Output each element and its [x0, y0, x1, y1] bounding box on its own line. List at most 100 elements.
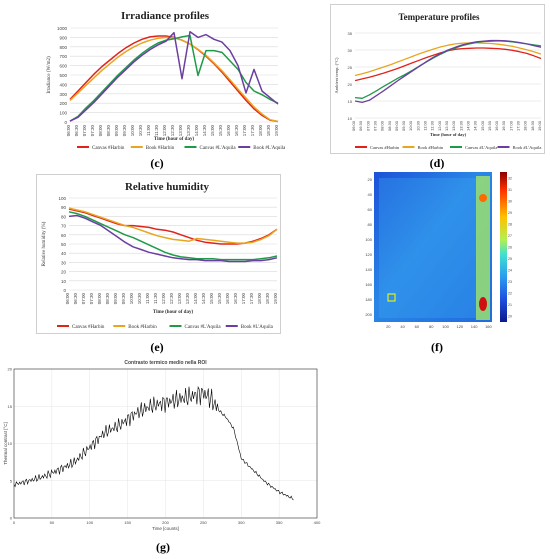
- x-tick-label: 11:00: [145, 293, 150, 304]
- x-tick-label: 12:30: [444, 120, 449, 131]
- x-tick-label: 07:30: [89, 293, 94, 305]
- x-tick-label: 10:00: [129, 293, 134, 305]
- x-tick-label: 40: [400, 324, 405, 329]
- x-tick-label: 14:00: [465, 120, 470, 131]
- y-tick-label: 30: [61, 260, 67, 265]
- y-tick-label: 15: [348, 99, 353, 104]
- x-axis-label: Time (hour of day): [153, 310, 194, 315]
- temperature-chart-panel: Temperature profiles 10 15 20 25 30 35 06:00 06:…: [330, 4, 545, 154]
- x-tick-label: 11:30: [430, 120, 435, 130]
- x-tick-label: 18:00: [258, 125, 263, 137]
- x-tick-label: 18:00: [523, 120, 528, 131]
- x-tick-label: 10:30: [415, 120, 420, 131]
- x-tick-label: 14:30: [473, 120, 478, 131]
- x-tick-label: 50: [50, 520, 55, 525]
- x-tick-label: 07:00: [365, 120, 370, 131]
- x-tick-label: 12:30: [170, 125, 175, 137]
- x-tick-label: 14:00: [194, 125, 199, 137]
- caption-c: (c): [150, 156, 164, 170]
- y-tick-label: 40: [368, 192, 373, 197]
- x-tick-label: 250: [200, 520, 207, 525]
- y-tick-label: 200: [365, 312, 372, 317]
- x-tick-label: 06:30: [73, 293, 78, 305]
- x-tick-label: 17:00: [242, 125, 247, 137]
- y-tick-label: 80: [368, 222, 373, 227]
- x-tick-label: 200: [162, 520, 169, 525]
- y-tick-label: 600: [59, 64, 67, 69]
- x-tick-label: 300: [238, 520, 245, 525]
- x-tick-label: 11:00: [423, 120, 428, 130]
- y-tick-label: 100: [58, 196, 66, 201]
- y-tick-label: 20: [348, 82, 353, 87]
- x-tick-label: 16:30: [234, 125, 239, 137]
- x-tick-label: 07:00: [82, 125, 87, 137]
- x-tick-label: 13:30: [185, 293, 190, 305]
- y-tick-label: 25: [348, 65, 353, 70]
- x-tick-label: 06:00: [351, 120, 356, 131]
- legend-label-0: Canvas #Harbin: [72, 325, 105, 330]
- y-tick-label: 60: [61, 233, 67, 238]
- x-tick-label: 18:00: [257, 293, 262, 305]
- x-tick-label: 18:30: [530, 120, 535, 131]
- chart-title: Contrasto termico medio nella ROI: [124, 360, 207, 366]
- y-tick-label: 500: [59, 73, 67, 78]
- y-tick-label: 40: [61, 251, 67, 256]
- series-line-0: [13, 386, 294, 501]
- heatmap-image: [374, 172, 492, 322]
- legend-label-1: Book #Harbin: [146, 146, 175, 151]
- x-tick-label: 09:00: [113, 293, 118, 305]
- x-tick-label: 17:30: [250, 125, 255, 137]
- series-line-3: [69, 31, 279, 122]
- y-tick-label: 140: [365, 267, 372, 272]
- colorbar: [500, 172, 507, 322]
- colorbar-tick-label: 21: [508, 303, 512, 307]
- x-tick-label: 15:00: [210, 125, 215, 137]
- y-tick-label: 120: [365, 252, 372, 257]
- y-tick-label: 100: [365, 237, 372, 242]
- caption-g: (g): [156, 540, 170, 554]
- thermal-contrast-chart: Contrasto termico medio nella ROI 0 5 10 15 2…: [3, 360, 321, 531]
- colorbar-tick-label: 32: [508, 177, 512, 181]
- legend-label-0: Canvas #Harbin: [92, 146, 125, 151]
- x-tick-label: 13:00: [451, 120, 456, 131]
- x-tick-label: 19:00: [537, 120, 542, 131]
- y-axis-label: Thermal contrast [°C]: [3, 422, 8, 465]
- x-axis-label: Time (hour of day): [154, 137, 195, 142]
- series-line-0: [354, 47, 542, 82]
- x-tick-label: 06:30: [358, 120, 363, 131]
- x-tick-label: 60: [415, 324, 420, 329]
- x-tick-label: 100: [442, 324, 449, 329]
- y-tick-label: 0: [10, 516, 13, 521]
- legend-label-2: Canvas #L'Aquila: [200, 146, 237, 151]
- irradiance-chart: Irradiance profiles 0 100 200 300 400 500 600 70…: [47, 10, 286, 151]
- x-tick-label: 08:30: [106, 125, 111, 137]
- x-tick-label: 13:30: [186, 125, 191, 137]
- chart-title: Irradiance profiles: [121, 10, 210, 22]
- y-tick-label: 20: [8, 367, 13, 372]
- x-tick-label: 08:00: [98, 125, 103, 137]
- colorbar-tick-label: 23: [508, 280, 512, 284]
- x-tick-label: 16:00: [225, 293, 230, 305]
- heatmap-painting-area: [379, 178, 477, 318]
- y-tick-label: 0: [63, 288, 66, 293]
- x-tick-label: 07:30: [90, 125, 95, 137]
- x-tick-label: 80: [429, 324, 434, 329]
- series-line-1: [354, 42, 542, 77]
- x-tick-label: 06:30: [74, 125, 79, 137]
- x-tick-label: 08:30: [105, 293, 110, 305]
- y-tick-label: 60: [368, 207, 373, 212]
- thermal-contrast-chart-panel: Contrasto termico medio nella ROI 0 5 10 15 2…: [2, 355, 322, 531]
- legend-label-1: Book #Harbin: [128, 325, 157, 330]
- x-tick-label: 14:00: [193, 293, 198, 305]
- humidity-chart: Relative humidity 0 10 20 30 40 50 60 70 80 90 100 0…: [42, 181, 278, 330]
- y-tick-label: 300: [59, 92, 67, 97]
- x-tick-label: 13:00: [178, 125, 183, 137]
- x-tick-label: 17:30: [516, 120, 521, 131]
- x-tick-label: 350: [276, 520, 283, 525]
- y-tick-label: 400: [59, 82, 67, 87]
- x-tick-label: 14:30: [202, 125, 207, 137]
- x-tick-label: 120: [456, 324, 463, 329]
- humidity-chart-panel: Relative humidity 0 10 20 30 40 50 60 70 80 90 100 0…: [36, 174, 281, 334]
- series-line-0: [69, 35, 279, 123]
- roi-marker: [387, 293, 396, 302]
